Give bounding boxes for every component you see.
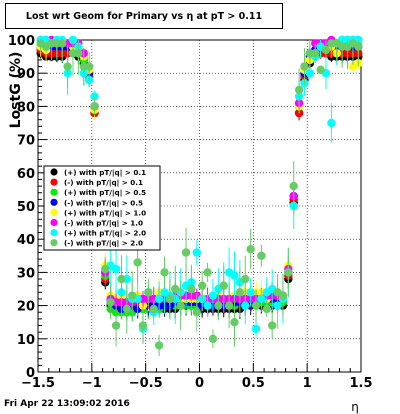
data-point bbox=[316, 65, 325, 75]
legend-label: (+) with pT/|q| > 1.0 bbox=[64, 208, 146, 218]
legend-marker bbox=[50, 239, 58, 247]
data-point bbox=[321, 45, 331, 55]
data-point bbox=[235, 288, 245, 297]
y-tick-label: 20 bbox=[17, 300, 35, 315]
legend-label: (-) with pT/|q| > 0.5 bbox=[64, 198, 143, 208]
data-point bbox=[111, 264, 121, 274]
data-point bbox=[230, 318, 239, 327]
legend-box bbox=[43, 165, 161, 251]
data-point bbox=[106, 298, 115, 307]
legend-marker bbox=[50, 178, 58, 186]
data-point bbox=[58, 39, 67, 48]
x-tick-label: 1 bbox=[303, 376, 312, 391]
data-point bbox=[257, 294, 266, 304]
x-tick-label: −1.5 bbox=[21, 376, 55, 391]
y-axis-label: LostG (%) bbox=[8, 52, 24, 129]
y-tick-label: 40 bbox=[17, 233, 35, 248]
y-tick-label: 100 bbox=[8, 34, 35, 49]
data-point bbox=[278, 291, 288, 300]
x-tick-label: 0 bbox=[195, 376, 204, 391]
y-tick-label: 50 bbox=[17, 200, 35, 215]
legend-marker bbox=[50, 208, 58, 216]
legend-label: (+) with pT/|q| > 0.1 bbox=[64, 168, 146, 178]
y-tick-label: 30 bbox=[17, 266, 35, 281]
data-point bbox=[117, 274, 126, 284]
data-point bbox=[300, 62, 309, 71]
data-point bbox=[354, 42, 363, 51]
legend-marker bbox=[50, 168, 58, 176]
data-point bbox=[181, 248, 191, 257]
data-point bbox=[230, 271, 239, 280]
data-point bbox=[262, 304, 271, 314]
data-point bbox=[311, 49, 320, 58]
legend-label: (-) with pT/|q| > 0.1 bbox=[64, 178, 143, 188]
data-point bbox=[219, 281, 228, 290]
data-point bbox=[138, 321, 148, 330]
data-point bbox=[214, 301, 223, 310]
data-point bbox=[284, 268, 293, 277]
y-tick-label: 60 bbox=[17, 167, 35, 182]
data-point bbox=[203, 301, 212, 310]
data-point bbox=[192, 248, 202, 257]
data-point bbox=[257, 251, 266, 260]
legend-marker bbox=[50, 188, 58, 196]
legend-label: (+) with pT/|q| > 2.0 bbox=[64, 229, 146, 239]
data-point bbox=[241, 301, 250, 310]
y-tick-label: 80 bbox=[17, 100, 35, 115]
data-point bbox=[289, 181, 298, 191]
legend-marker bbox=[50, 198, 58, 206]
data-point bbox=[171, 284, 180, 294]
x-tick-label: −0.5 bbox=[129, 376, 163, 391]
y-tick-label: 10 bbox=[17, 333, 35, 348]
x-axis-label: η bbox=[351, 400, 359, 414]
x-tick-label: 0.5 bbox=[242, 376, 265, 391]
data-point bbox=[197, 281, 207, 290]
data-point bbox=[327, 118, 336, 128]
data-point bbox=[84, 62, 94, 71]
data-point bbox=[187, 284, 196, 294]
data-point bbox=[90, 92, 99, 101]
data-point bbox=[144, 288, 153, 297]
legend-marker bbox=[50, 218, 58, 227]
data-point bbox=[160, 268, 169, 277]
y-tick-label: 90 bbox=[17, 67, 35, 82]
data-point bbox=[176, 301, 185, 310]
legend-label: (-) with pT/|q| > 2.0 bbox=[64, 239, 143, 249]
data-point bbox=[203, 268, 212, 277]
data-point bbox=[251, 301, 261, 310]
data-point bbox=[251, 324, 261, 334]
data-point bbox=[246, 288, 255, 297]
x-tick-label: −1 bbox=[82, 376, 102, 391]
data-point bbox=[208, 291, 218, 300]
data-point bbox=[224, 301, 234, 310]
y-tick-label: 0 bbox=[26, 366, 35, 381]
data-point bbox=[165, 294, 175, 304]
data-point bbox=[294, 85, 304, 95]
legend-label: (-) with pT/|q| > 1.0 bbox=[64, 219, 143, 229]
data-point bbox=[74, 49, 83, 58]
data-point bbox=[128, 291, 137, 300]
data-point bbox=[192, 308, 202, 317]
data-point bbox=[154, 341, 164, 350]
x-tick-label: 1.5 bbox=[349, 376, 372, 391]
footer-timestamp: Fri Apr 22 13:09:02 2016 bbox=[4, 399, 130, 409]
data-point bbox=[246, 244, 255, 254]
data-point bbox=[241, 274, 250, 284]
data-point bbox=[63, 62, 72, 71]
data-point bbox=[267, 321, 277, 330]
legend-marker bbox=[50, 229, 58, 237]
data-point bbox=[111, 321, 121, 330]
data-point bbox=[90, 102, 99, 111]
data-point bbox=[208, 334, 218, 343]
chart-title: Lost wrt Geom for Primary vs η at pT > 0… bbox=[5, 3, 283, 29]
data-point bbox=[149, 304, 158, 314]
data-point bbox=[122, 304, 132, 314]
legend-label: (+) with pT/|q| > 0.5 bbox=[64, 188, 146, 198]
y-tick-label: 70 bbox=[17, 134, 35, 149]
data-point bbox=[101, 264, 110, 274]
data-point bbox=[154, 294, 164, 304]
data-point bbox=[133, 258, 142, 267]
data-point bbox=[305, 69, 315, 78]
